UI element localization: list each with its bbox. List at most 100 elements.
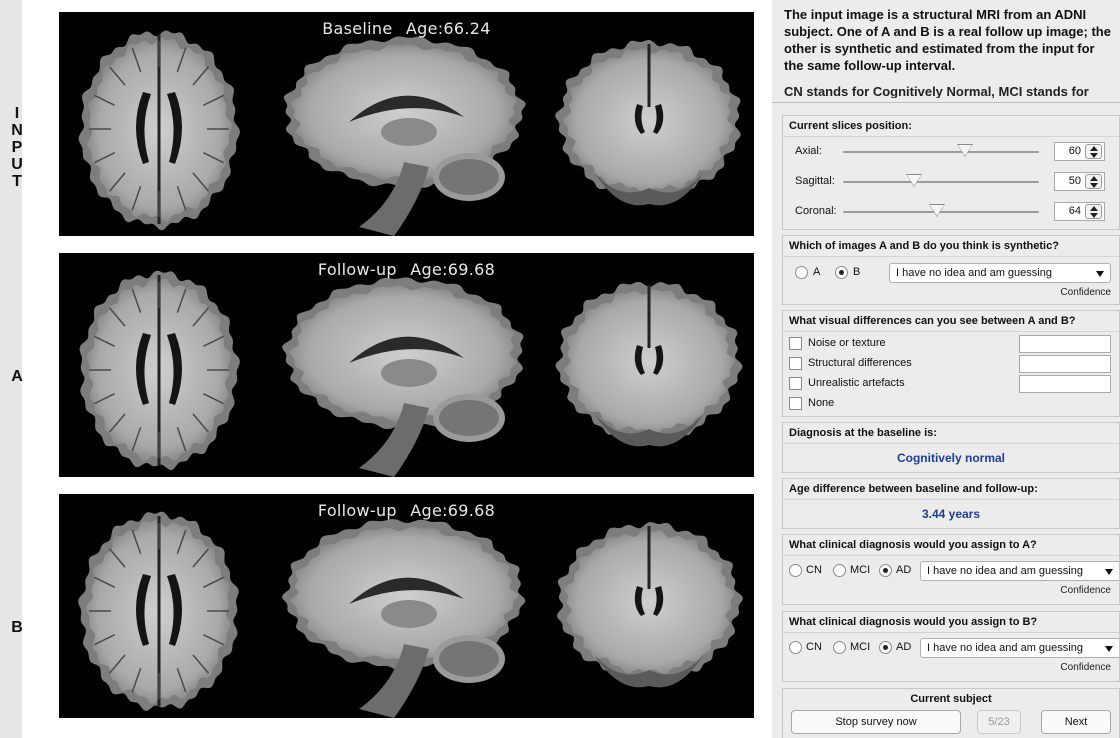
synthetic-section: Which of images A and B do you think is … <box>782 235 1120 305</box>
stepper-arrows-icon[interactable] <box>1085 204 1102 219</box>
axial-slider[interactable] <box>843 151 1039 153</box>
divider <box>772 102 1120 103</box>
radio-b-mci[interactable] <box>833 641 846 654</box>
diagnosis-b-confidence-label: Confidence <box>1060 662 1111 673</box>
axial-slider-thumb[interactable] <box>957 145 972 156</box>
diagnosis-a-confidence-label: Confidence <box>1060 585 1111 596</box>
panel-a: Follow-up Age:69.68 <box>59 253 754 477</box>
synthetic-confidence-label: Confidence <box>1060 287 1111 298</box>
intro-text[interactable]: The input image is a structural MRI from… <box>784 6 1114 98</box>
axial-row: Axial: 60 <box>783 140 1119 164</box>
radio-a-mci-label: MCI <box>850 564 871 576</box>
radio-a-ad[interactable] <box>879 564 892 577</box>
left-strip <box>0 0 22 738</box>
coronal-slider-thumb[interactable] <box>930 205 945 216</box>
row-label-letter: U <box>11 156 23 173</box>
visual-title: What visual differences can you see betw… <box>783 311 1119 332</box>
radio-b-ad[interactable] <box>879 641 892 654</box>
next-button[interactable]: Next <box>1041 710 1111 734</box>
radio-b-cn-label: CN <box>806 641 822 653</box>
current-subject-title: Current subject <box>910 693 992 705</box>
sagittal-row: Sagittal: 50 <box>783 170 1119 194</box>
checkbox-box[interactable] <box>789 377 802 390</box>
caption-label: Follow-up <box>317 260 397 279</box>
axial-stepper[interactable]: 60 <box>1054 142 1105 161</box>
mri-slices-b <box>78 511 743 718</box>
coronal-label: Coronal: <box>795 205 837 217</box>
chevron-down-icon <box>1105 646 1113 652</box>
axial-value: 60 <box>1068 145 1081 157</box>
sagittal-value: 50 <box>1068 175 1081 187</box>
sagittal-stepper[interactable]: 50 <box>1054 172 1105 191</box>
coronal-slice <box>555 39 741 206</box>
caption-age: Age:66.24 <box>405 19 491 38</box>
sagittal-slider-thumb[interactable] <box>906 175 921 186</box>
row-label-letter: N <box>11 122 23 139</box>
row-label-b: B <box>11 619 23 636</box>
caption-label: Follow-up <box>317 501 397 520</box>
baseline-diagnosis-section: Diagnosis at the baseline is: Cognitivel… <box>782 422 1120 473</box>
radio-a-ad-label: AD <box>896 564 912 576</box>
sagittal-slider[interactable] <box>843 181 1039 183</box>
checkbox-label: Structural differences <box>808 357 912 369</box>
radio-a-cn[interactable] <box>789 564 802 577</box>
stepper-arrows-icon[interactable] <box>1085 174 1102 189</box>
diagnosis-a-confidence-select[interactable]: I have no idea and am guessing <box>920 561 1119 581</box>
chevron-down-icon <box>1096 271 1104 277</box>
intro-paragraph-cut: CN stands for Cognitively Normal, MCI st… <box>784 84 1089 98</box>
synthetic-title: Which of images A and B do you think is … <box>783 236 1119 257</box>
intro-paragraph: The input image is a structural MRI from… <box>784 7 1111 73</box>
radio-b-mci-label: MCI <box>850 641 871 653</box>
sagittal-label: Sagittal: <box>795 175 835 187</box>
mri-slices-input <box>78 30 741 236</box>
noise-text-field[interactable] <box>1019 335 1111 353</box>
coronal-value: 64 <box>1068 205 1081 217</box>
checkbox-box[interactable] <box>789 337 802 350</box>
row-label-input: I N P U T <box>0 105 34 190</box>
checkbox-label: Unrealistic artefacts <box>808 377 905 389</box>
age-difference-title: Age difference between baseline and foll… <box>783 479 1119 500</box>
radio-a-mci[interactable] <box>833 564 846 577</box>
baseline-diagnosis-value: Cognitively normal <box>896 451 1006 465</box>
checkbox-box[interactable] <box>789 397 802 410</box>
survey-sidebar: The input image is a structural MRI from… <box>772 0 1120 738</box>
caption-label: Baseline <box>322 19 393 38</box>
panel-caption: Follow-up Age:69.68 <box>59 260 754 279</box>
mri-slices-a <box>79 270 743 477</box>
checkbox-box[interactable] <box>789 357 802 370</box>
radio-b[interactable] <box>835 266 848 279</box>
slices-title: Current slices position: <box>783 116 1119 137</box>
synthetic-confidence-select[interactable]: I have no idea and am guessing <box>889 263 1111 283</box>
coronal-slice <box>555 281 743 447</box>
diagnosis-a-confidence-value: I have no idea and am guessing <box>927 565 1083 577</box>
caption-age: Age:69.68 <box>410 260 496 279</box>
stepper-arrows-icon[interactable] <box>1085 144 1102 159</box>
caption-age: Age:69.68 <box>410 501 496 520</box>
diagnosis-b-section: What clinical diagnosis would you assign… <box>782 611 1120 682</box>
checkbox-label: Noise or texture <box>808 337 886 349</box>
synthetic-confidence-value: I have no idea and am guessing <box>896 267 1052 279</box>
artefacts-text-field[interactable] <box>1019 375 1111 393</box>
panel-input: Baseline Age:66.24 <box>59 12 754 236</box>
diagnosis-b-title: What clinical diagnosis would you assign… <box>783 612 1119 633</box>
radio-b-label: B <box>853 266 861 278</box>
baseline-diagnosis-title: Diagnosis at the baseline is: <box>783 423 1119 444</box>
radio-b-cn[interactable] <box>789 641 802 654</box>
row-label-a: A <box>11 368 23 385</box>
stop-survey-button[interactable]: Stop survey now <box>791 710 961 734</box>
diagnosis-a-title: What clinical diagnosis would you assign… <box>783 535 1119 556</box>
diagnosis-b-confidence-select[interactable]: I have no idea and am guessing <box>920 638 1119 658</box>
panel-b: Follow-up Age:69.68 <box>59 494 754 718</box>
coronal-slice <box>557 522 743 688</box>
axial-slice <box>78 30 240 231</box>
age-difference-value: 3.44 years <box>921 507 981 521</box>
axial-slice <box>78 511 239 711</box>
radio-a[interactable] <box>795 266 808 279</box>
slices-section: Current slices position: Axial: 60 Sagit… <box>782 115 1120 230</box>
structural-text-field[interactable] <box>1019 355 1111 373</box>
checkbox-label: None <box>808 397 835 409</box>
coronal-stepper[interactable]: 64 <box>1054 202 1105 221</box>
sagittal-slice <box>283 36 526 236</box>
radio-a-label: A <box>813 266 821 278</box>
coronal-row: Coronal: 64 <box>783 200 1119 224</box>
